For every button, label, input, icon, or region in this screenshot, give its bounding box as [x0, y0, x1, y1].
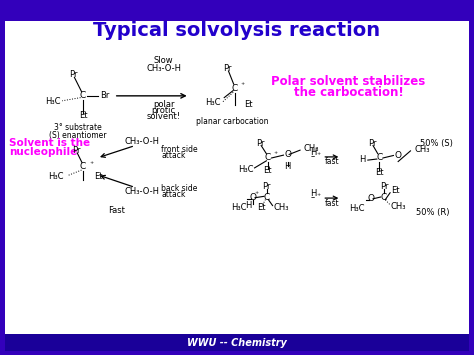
Text: attack: attack	[161, 190, 185, 199]
Text: ⁺: ⁺	[240, 81, 245, 90]
Bar	[5, 334, 469, 351]
Text: ⁺: ⁺	[255, 190, 259, 199]
Text: ⁺: ⁺	[89, 159, 93, 169]
Text: H: H	[245, 201, 251, 210]
Text: solvent!: solvent!	[146, 112, 181, 121]
Text: Pr: Pr	[256, 138, 264, 148]
Text: WWU -- Chemistry: WWU -- Chemistry	[187, 338, 287, 348]
Text: the carbocation!: the carbocation!	[293, 86, 403, 99]
Text: CH₃-O-H: CH₃-O-H	[125, 187, 160, 196]
Text: Et: Et	[392, 186, 400, 195]
Text: Pr: Pr	[368, 138, 376, 148]
Text: back side: back side	[161, 184, 198, 193]
Text: O: O	[395, 151, 401, 160]
Text: ⁺: ⁺	[316, 192, 320, 201]
Text: Et: Et	[264, 166, 272, 175]
Text: Br: Br	[100, 91, 109, 100]
Text: C: C	[376, 153, 383, 163]
Text: O: O	[284, 150, 291, 159]
Text: Et: Et	[245, 100, 253, 109]
Text: Typical solvolysis reaction: Typical solvolysis reaction	[93, 21, 381, 40]
Text: planar carbocation: planar carbocation	[196, 117, 268, 126]
Text: C: C	[80, 91, 86, 100]
Text: Pr: Pr	[262, 182, 271, 191]
Text: Pr: Pr	[73, 146, 81, 155]
Text: O: O	[249, 193, 256, 202]
Text: protic: protic	[152, 106, 175, 115]
Text: 50% (R): 50% (R)	[416, 208, 449, 218]
Text: C: C	[80, 162, 86, 171]
Text: Solvent is the: Solvent is the	[9, 138, 91, 148]
Text: CH₃: CH₃	[304, 143, 319, 153]
Text: H: H	[310, 148, 317, 157]
Text: Polar solvent stabilizes: Polar solvent stabilizes	[271, 75, 426, 88]
Text: H: H	[310, 189, 317, 198]
Text: 50% (S): 50% (S)	[419, 139, 453, 148]
Text: fast: fast	[325, 157, 339, 166]
Text: attack: attack	[161, 151, 185, 160]
Text: front side: front side	[161, 145, 198, 154]
Text: nucleophile: nucleophile	[9, 147, 78, 157]
Text: –: –	[311, 152, 315, 162]
Text: CH₃: CH₃	[414, 144, 430, 154]
Text: CH₃: CH₃	[391, 202, 406, 211]
Text: CH₃-O-H: CH₃-O-H	[146, 64, 181, 73]
Text: H₃C: H₃C	[349, 204, 365, 213]
Text: 3° substrate: 3° substrate	[55, 123, 102, 132]
Text: H₃C: H₃C	[45, 97, 60, 106]
Text: Et: Et	[94, 172, 102, 181]
Text: H: H	[360, 155, 366, 164]
Text: C: C	[264, 192, 270, 202]
Text: ⁺: ⁺	[316, 151, 320, 160]
Text: H₃C: H₃C	[48, 172, 64, 181]
Text: polar: polar	[153, 100, 174, 109]
Text: Slow: Slow	[154, 56, 173, 65]
Text: H₃C: H₃C	[205, 98, 221, 108]
Text: fast: fast	[325, 198, 339, 208]
Text: Et: Et	[79, 111, 87, 120]
Text: Pr: Pr	[69, 70, 78, 79]
Text: CH₃: CH₃	[274, 203, 290, 212]
Text: C: C	[231, 84, 238, 93]
Text: CH₃-O-H: CH₃-O-H	[125, 137, 160, 147]
Text: O: O	[367, 194, 374, 203]
Text: H: H	[284, 162, 291, 171]
Text: H₃C: H₃C	[231, 203, 246, 212]
Text: Pr: Pr	[223, 64, 232, 73]
Text: H₃C: H₃C	[238, 165, 254, 174]
Text: Et: Et	[375, 168, 383, 177]
Text: (S) enantiomer: (S) enantiomer	[49, 131, 107, 140]
Bar	[5, 21, 469, 334]
Text: C: C	[381, 193, 387, 202]
Text: Et: Et	[257, 203, 265, 212]
Text: –: –	[311, 193, 315, 203]
Text: Fast: Fast	[108, 206, 125, 215]
Text: C: C	[264, 153, 271, 163]
Text: ⁺: ⁺	[273, 150, 278, 159]
Text: Pr: Pr	[380, 182, 388, 191]
